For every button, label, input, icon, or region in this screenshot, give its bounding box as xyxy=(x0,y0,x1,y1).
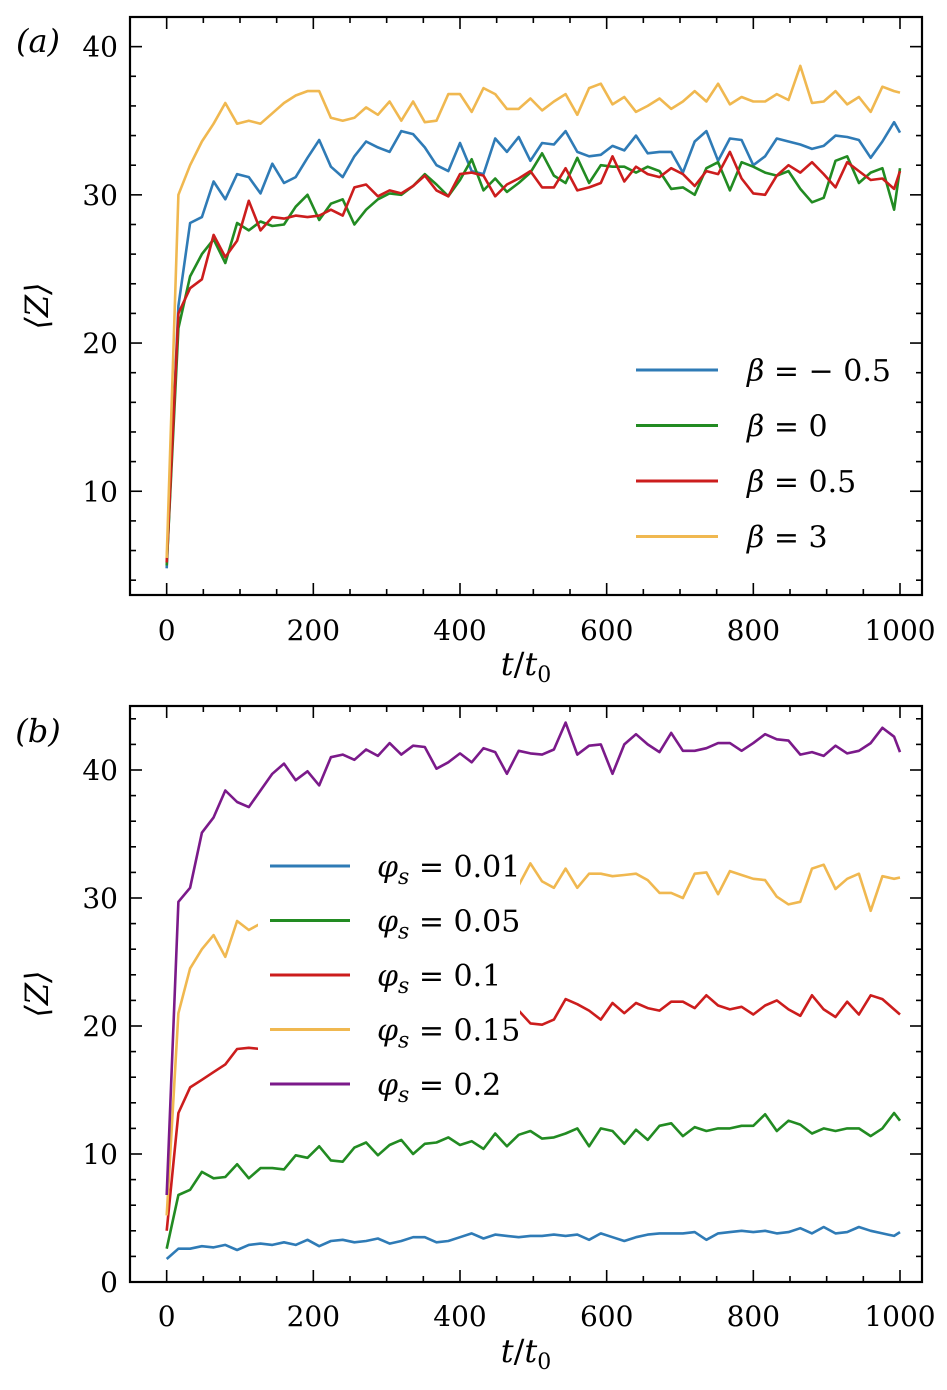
legend-label-2: φs = 0.1 xyxy=(377,959,501,999)
panel-label: (b) xyxy=(15,712,60,750)
x-tick-label: 600 xyxy=(580,1300,633,1333)
y-tick-label: 10 xyxy=(82,475,118,508)
x-axis-label: t/t0 xyxy=(501,1332,552,1375)
legend-label-0: β = − 0.5 xyxy=(746,354,891,389)
series-line-2 xyxy=(165,150,902,563)
axes-frame xyxy=(128,704,924,1284)
panel-b: φs = 0.01 φs = 0.05 φs = 0.1 φs = 0.15 φs = … xyxy=(15,704,936,1375)
series-line-4 xyxy=(165,721,902,1196)
axes-frame xyxy=(128,15,924,597)
legend-label-1: β = 0 xyxy=(746,410,828,445)
y-axis-label: ⟨Z⟩ xyxy=(18,282,56,329)
y-tick-label: 30 xyxy=(82,179,118,212)
ticks xyxy=(129,16,922,595)
panel-label: (a) xyxy=(16,22,60,60)
x-tick-label: 0 xyxy=(158,1300,176,1333)
x-tick-label: 800 xyxy=(727,1300,780,1333)
x-tick-label: 400 xyxy=(433,614,486,647)
legend-label-3: β = 3 xyxy=(746,521,828,556)
y-tick-label: 20 xyxy=(82,327,118,360)
legend: β = − 0.5 β = 0 β = 0.5 β = 3 xyxy=(636,354,891,556)
legend-background xyxy=(258,838,520,1098)
y-tick-label: 0 xyxy=(100,1266,118,1299)
series-line-1 xyxy=(165,1111,902,1249)
x-axis-label: t/t0 xyxy=(501,645,552,688)
ticks xyxy=(129,706,922,1283)
x-tick-label: 1000 xyxy=(864,614,935,647)
legend-label-0: φs = 0.01 xyxy=(377,850,520,890)
legend-label-3: φs = 0.15 xyxy=(377,1014,520,1054)
x-tick-label: 400 xyxy=(433,1300,486,1333)
x-tick-label: 200 xyxy=(287,1300,340,1333)
y-tick-label: 40 xyxy=(82,31,118,64)
series-line-0 xyxy=(165,120,902,569)
series-line-3 xyxy=(165,64,901,558)
panel-a: β = − 0.5 β = 0 β = 0.5 β = 3 0 200 400 600 800 1… xyxy=(16,15,936,688)
legend-label-1: φs = 0.05 xyxy=(377,905,520,945)
x-tick-label: 200 xyxy=(287,614,340,647)
y-tick-label: 20 xyxy=(82,1010,118,1043)
y-axis-label: ⟨Z⟩ xyxy=(18,970,56,1017)
series-line-0 xyxy=(165,1225,901,1260)
legend-label-4: φs = 0.2 xyxy=(377,1068,501,1108)
series-line-1 xyxy=(165,152,902,566)
y-tick-label: 40 xyxy=(82,754,118,787)
x-tick-label: 0 xyxy=(158,614,176,647)
legend-label-2: β = 0.5 xyxy=(746,465,856,500)
legend: φs = 0.01 φs = 0.05 φs = 0.1 φs = 0.15 φs = … xyxy=(258,838,520,1108)
x-tick-label: 1000 xyxy=(864,1300,935,1333)
y-tick-label: 30 xyxy=(82,882,118,915)
x-tick-label: 600 xyxy=(580,614,633,647)
y-tick-label: 10 xyxy=(82,1138,118,1171)
x-tick-label: 800 xyxy=(727,614,780,647)
